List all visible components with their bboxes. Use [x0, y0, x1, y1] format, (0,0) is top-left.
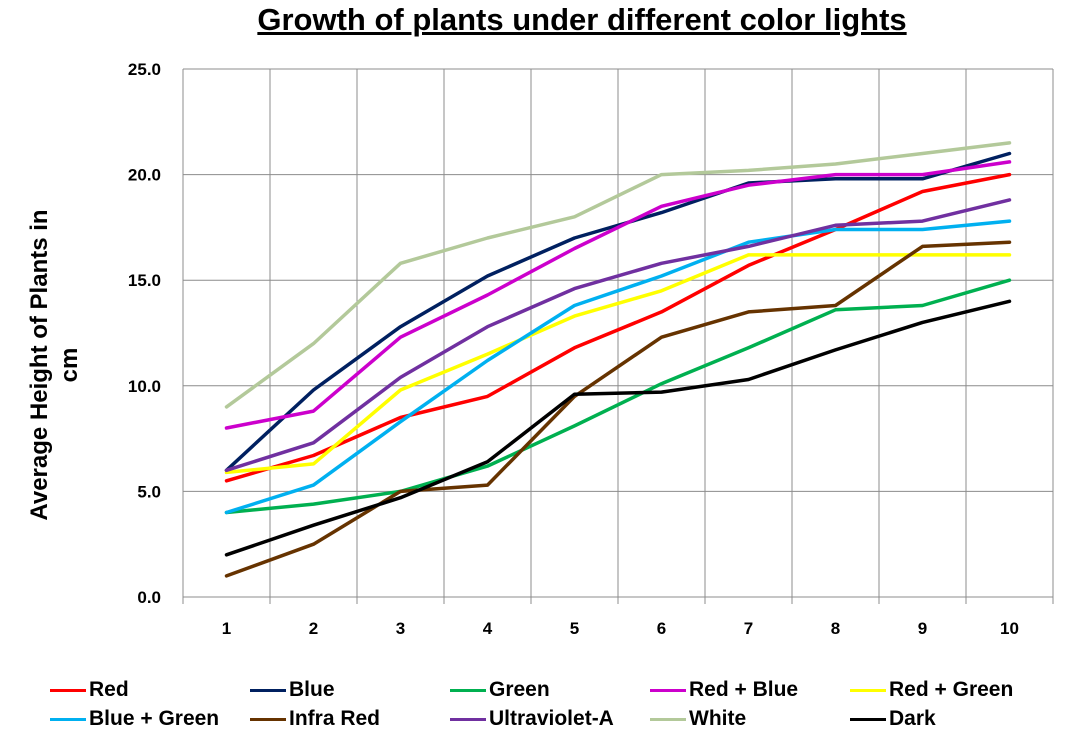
legend-item-blue: Blue [250, 676, 335, 704]
series-line-blue [224, 151, 1012, 473]
series-line-red-green [224, 253, 1012, 475]
y-tick-labels: 0.0 5.0 10.0 15.0 20.0 25.0 [128, 60, 161, 607]
legend-swatch [850, 688, 886, 692]
legend-item-infra-red: Infra Red [250, 705, 380, 733]
legend-label: Infra Red [289, 707, 381, 730]
x-tick-label: 4 [483, 619, 493, 638]
y-tick-label: 15.0 [128, 271, 161, 290]
legend-swatch [650, 717, 686, 721]
legend-item-white: White [650, 705, 746, 733]
x-tick-label: 6 [657, 619, 666, 638]
y-tick-label: 0.0 [137, 588, 161, 607]
legend-swatch [50, 688, 86, 692]
legend-swatch [450, 688, 486, 692]
legend-label: Red + Green [889, 678, 1014, 701]
legend-item-green: Green [450, 676, 550, 704]
series-line-red-blue [224, 160, 1012, 430]
y-tick-label: 20.0 [128, 166, 161, 185]
series-line-ultraviolet-a [224, 198, 1012, 473]
legend: Red Blue Green Red + Blue Red + Green Blue + … [50, 676, 1060, 734]
x-tick-label: 3 [396, 619, 405, 638]
x-tick-label: 7 [744, 619, 753, 638]
series-lines [224, 141, 1012, 578]
legend-label: Blue + Green [89, 707, 220, 730]
legend-label: Red + Blue [689, 678, 799, 701]
series-line-green [224, 278, 1012, 515]
legend-label: Ultraviolet-A [489, 707, 614, 730]
series-line-white [224, 141, 1012, 409]
series-line-dark [224, 299, 1012, 557]
legend-item-dark: Dark [850, 705, 936, 733]
legend-swatch [50, 717, 86, 721]
x-tick-label: 5 [570, 619, 579, 638]
x-tick-label: 10 [1000, 619, 1019, 638]
legend-label: White [689, 707, 747, 730]
y-tick-label: 25.0 [128, 60, 161, 79]
legend-item-red-blue: Red + Blue [650, 676, 798, 704]
legend-swatch [850, 717, 886, 721]
y-axis-label: Average Height of Plants in cm [26, 209, 83, 521]
legend-swatch [250, 688, 286, 692]
series-line-blue-green [224, 219, 1012, 515]
legend-label: Dark [889, 707, 936, 730]
x-tick-label: 1 [222, 619, 231, 638]
legend-label: Red [89, 678, 129, 701]
legend-item-blue-green: Blue + Green [50, 705, 219, 733]
x-tick-label: 2 [309, 619, 318, 638]
x-tick-labels: 1 2 3 4 5 6 7 8 9 10 [222, 619, 1019, 638]
x-tick-label: 8 [831, 619, 840, 638]
x-tick-label: 9 [918, 619, 927, 638]
legend-swatch [250, 717, 286, 721]
legend-swatch [450, 717, 486, 721]
series-line-red [224, 172, 1012, 483]
legend-item-ultraviolet-a: Ultraviolet-A [450, 705, 614, 733]
y-axis-label-container: Average Height of Plants in cm [10, 205, 100, 525]
y-tick-label: 10.0 [128, 377, 161, 396]
legend-swatch [650, 688, 686, 692]
chart-title: Growth of plants under different color l… [257, 2, 907, 37]
legend-label: Green [489, 678, 550, 701]
legend-item-red-green: Red + Green [850, 676, 1013, 704]
y-tick-label: 5.0 [137, 482, 161, 501]
series-line-infra-red [224, 240, 1012, 578]
legend-item-red: Red [50, 676, 129, 704]
legend-label: Blue [289, 678, 335, 701]
